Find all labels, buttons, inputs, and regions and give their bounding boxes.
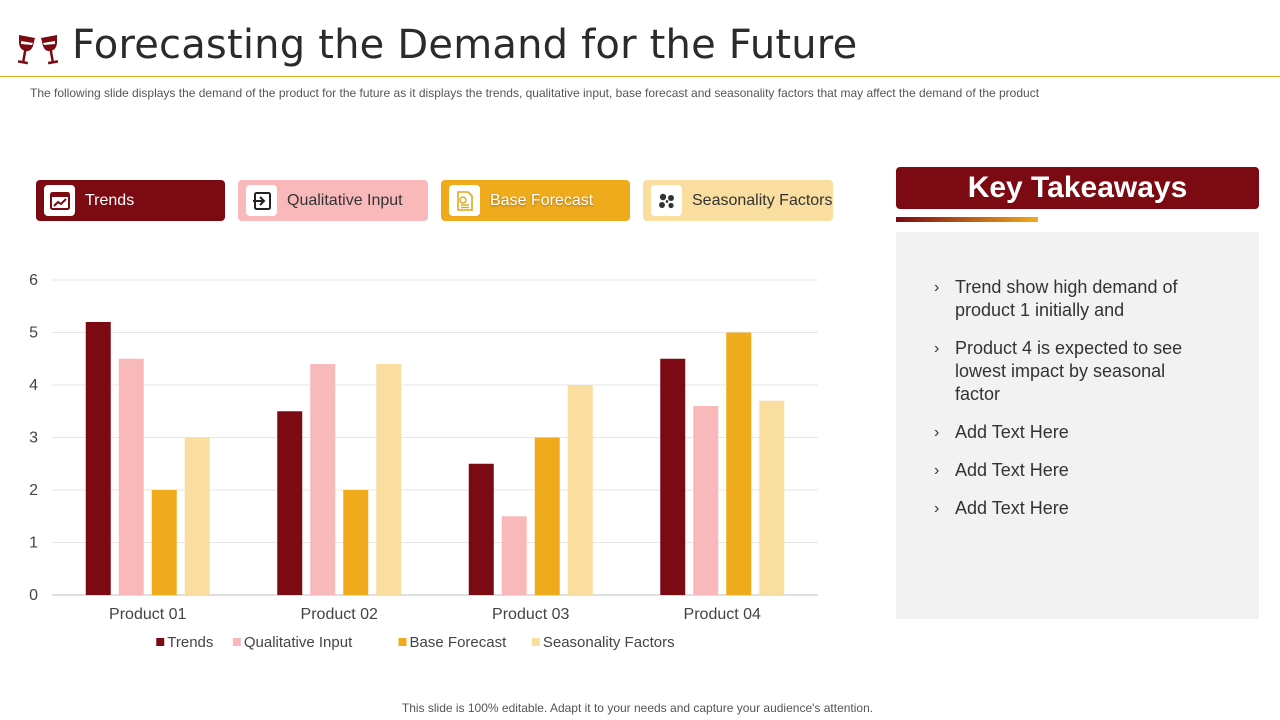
chevron-right-icon: › <box>934 462 940 479</box>
y-tick-label: 4 <box>29 377 38 394</box>
bar-trends <box>468 463 494 595</box>
legend-swatch <box>531 638 540 646</box>
bar-seasonality-factors <box>376 364 402 595</box>
bar-seasonality-factors <box>567 385 593 595</box>
bar-base-forecast <box>534 437 560 595</box>
title-divider <box>0 76 1280 77</box>
bar-seasonality-factors <box>184 437 210 595</box>
legend-label: Base Forecast <box>410 634 508 651</box>
y-tick-label: 6 <box>29 272 38 289</box>
bar-base-forecast <box>726 332 752 595</box>
wine-glasses-icon <box>17 35 59 65</box>
legend-label: Seasonality Factors <box>543 634 675 651</box>
takeaways-panel: › Trend show high demand of product 1 ini… <box>896 232 1259 619</box>
y-tick-label: 0 <box>29 587 38 604</box>
x-tick-label: Product 04 <box>684 606 761 623</box>
list-item: › Add Text Here <box>934 497 1214 520</box>
legend-box-qualitative-input: Qualitative Input <box>238 180 428 221</box>
bar-qualitative-input <box>118 358 144 595</box>
bar-base-forecast <box>151 490 177 595</box>
y-tick-label: 1 <box>29 535 38 552</box>
y-tick-label: 3 <box>29 430 38 447</box>
bar-trends <box>660 358 686 595</box>
page-title: Forecasting the Demand for the Future <box>72 22 858 68</box>
list-item: › Product 4 is expected to see lowest imp… <box>934 337 1214 406</box>
list-item: › Add Text Here <box>934 459 1214 482</box>
legend-box-label: Trends <box>85 192 135 209</box>
bar-trends <box>277 411 303 595</box>
chevron-right-icon: › <box>934 424 940 441</box>
takeaway-text: Add Text Here <box>955 498 1069 518</box>
footer-note: This slide is 100% editable. Adapt it to… <box>401 701 874 715</box>
key-takeaways-header: Key Takeaways <box>896 167 1259 209</box>
legend-swatch <box>156 638 165 646</box>
bar-qualitative-input <box>310 364 336 595</box>
takeaway-text: Add Text Here <box>955 460 1069 480</box>
takeaways-list: › Trend show high demand of product 1 ini… <box>934 276 1214 535</box>
legend-swatch <box>398 638 407 646</box>
y-tick-label: 5 <box>29 325 38 342</box>
legend-label: Qualitative Input <box>244 634 353 651</box>
bar-base-forecast <box>343 490 369 595</box>
report-document-icon <box>449 185 480 216</box>
chevron-right-icon: › <box>934 340 940 357</box>
list-item: › Add Text Here <box>934 421 1214 444</box>
y-tick-label: 2 <box>29 482 38 499</box>
bar-trends <box>85 322 111 595</box>
bar-qualitative-input <box>693 406 719 595</box>
weather-icon <box>651 185 682 216</box>
legend-box-label: Base Forecast <box>490 192 594 209</box>
sign-in-icon <box>246 185 277 216</box>
legend-label: Trends <box>167 634 213 651</box>
page-subtitle: The following slide displays the demand … <box>30 86 1040 100</box>
chevron-right-icon: › <box>934 500 940 517</box>
bar-seasonality-factors <box>759 400 785 595</box>
legend-box-base-forecast: Base Forecast <box>441 180 630 221</box>
legend-box-seasonality-factors: Seasonality Factors <box>643 180 833 221</box>
takeaway-text: Product 4 is expected to see lowest impa… <box>955 338 1183 404</box>
legend-swatch <box>232 638 241 646</box>
list-item: › Trend show high demand of product 1 ini… <box>934 276 1214 322</box>
legend-box-label: Seasonality Factors <box>692 192 833 209</box>
demand-bar-chart: 0 1 2 3 4 5 6 Product 01 Product 02 Product 03 Pro… <box>29 272 818 651</box>
legend-box-trends: Trends <box>36 180 225 221</box>
x-tick-label: Product 01 <box>109 606 186 623</box>
takeaway-text: Trend show high demand of product 1 init… <box>955 277 1178 320</box>
chevron-right-icon: › <box>934 279 940 296</box>
x-tick-label: Product 03 <box>492 606 569 623</box>
line-chart-icon <box>44 185 75 216</box>
x-tick-label: Product 02 <box>301 606 378 623</box>
takeaways-divider <box>896 217 1038 222</box>
legend-box-label: Qualitative Input <box>287 192 403 209</box>
title-bar: Forecasting the Demand for the Future <box>0 0 1280 78</box>
bar-qualitative-input <box>501 516 527 595</box>
takeaway-text: Add Text Here <box>955 422 1069 442</box>
